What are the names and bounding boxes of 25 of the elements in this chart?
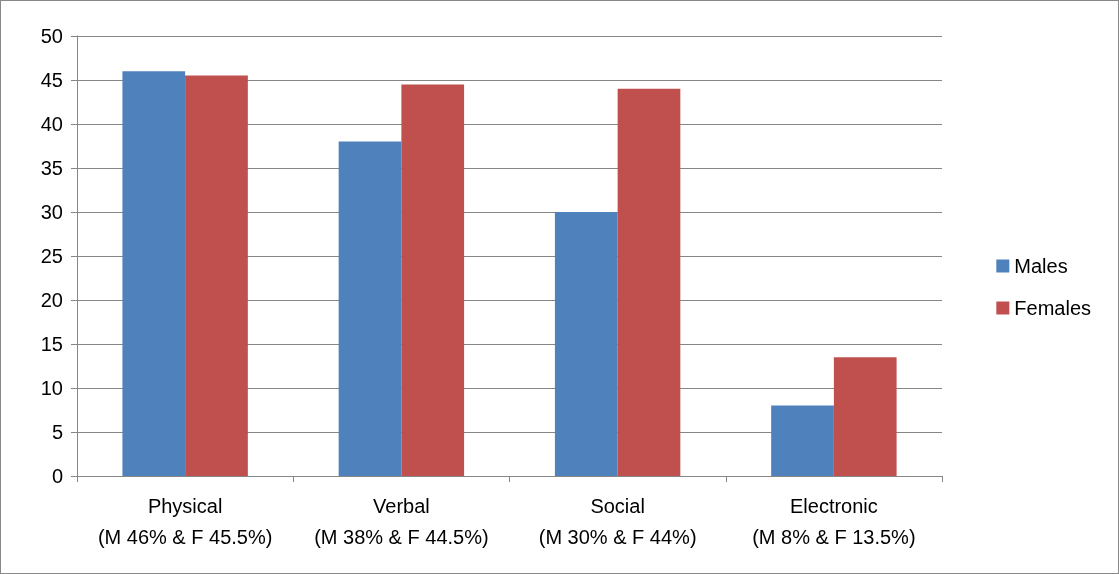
y-tick-label: 15 bbox=[40, 333, 63, 355]
y-tick-label: 25 bbox=[40, 245, 63, 267]
y-tick-label: 40 bbox=[40, 113, 63, 135]
bar bbox=[338, 141, 402, 476]
bar bbox=[617, 88, 681, 476]
bar bbox=[401, 84, 465, 476]
y-tick-label: 10 bbox=[40, 377, 63, 399]
y-tick-label: 5 bbox=[51, 421, 63, 443]
legend-label: Males bbox=[1014, 255, 1068, 277]
y-tick-label: 35 bbox=[40, 157, 63, 179]
x-tick-label: Verbal (M 38% & F 44.5%) bbox=[314, 494, 489, 548]
x-tick-label: Social (M 30% & F 44%) bbox=[538, 494, 697, 548]
y-tick-label: 30 bbox=[40, 201, 63, 223]
bar bbox=[554, 212, 618, 476]
y-tick-label: 50 bbox=[40, 25, 63, 47]
bar bbox=[122, 71, 186, 476]
legend-label: Females bbox=[1014, 297, 1092, 319]
bar bbox=[833, 357, 897, 476]
bar bbox=[771, 405, 834, 476]
y-tick-label: 0 bbox=[51, 465, 63, 487]
x-tick-label: Electronic (M 8% & F 13.5%) bbox=[752, 494, 916, 548]
y-tick-label: 45 bbox=[40, 69, 63, 91]
bar bbox=[185, 75, 248, 476]
x-tick-label: Physical (M 46% & F 45.5%) bbox=[97, 494, 273, 548]
y-tick-label: 20 bbox=[40, 289, 63, 311]
